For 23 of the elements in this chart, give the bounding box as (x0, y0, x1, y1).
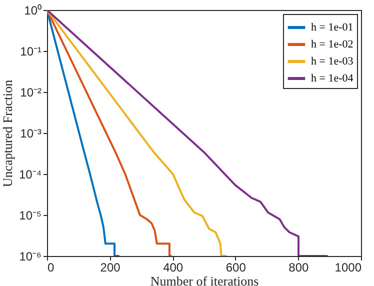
y-tick-label: 10⁻⁵ (19, 208, 42, 222)
x-tick-label: 1000 (334, 260, 362, 274)
x-tick-label: 200 (100, 260, 121, 274)
y-tick-label: 10⁻¹ (20, 44, 42, 58)
y-tick-label: 10⁻⁶ (19, 250, 42, 264)
y-tick-label: 10⁻³ (20, 126, 42, 140)
legend-label: h = 1e-04 (311, 72, 354, 84)
legend-label: h = 1e-03 (311, 56, 354, 68)
x-tick-label: 600 (226, 260, 246, 274)
x-tick-label: 0 (48, 260, 54, 274)
y-tick-label: 10⁻⁴ (18, 168, 42, 182)
y-tick-label: 10⁰ (24, 4, 42, 18)
x-tick-label: 800 (288, 260, 310, 274)
legend-label: h = 1e-02 (311, 38, 354, 50)
legend-label: h = 1e-01 (311, 22, 354, 34)
line-series (47, 10, 172, 256)
x-axis-title: Number of iterations (150, 274, 259, 286)
y-axis-title: Uncaptured Fraction (0, 79, 15, 188)
line-series (47, 10, 120, 256)
line-series (47, 10, 227, 256)
x-tick-label: 400 (163, 260, 184, 274)
line-series (47, 10, 328, 256)
y-tick-label: 10⁻² (20, 86, 42, 100)
